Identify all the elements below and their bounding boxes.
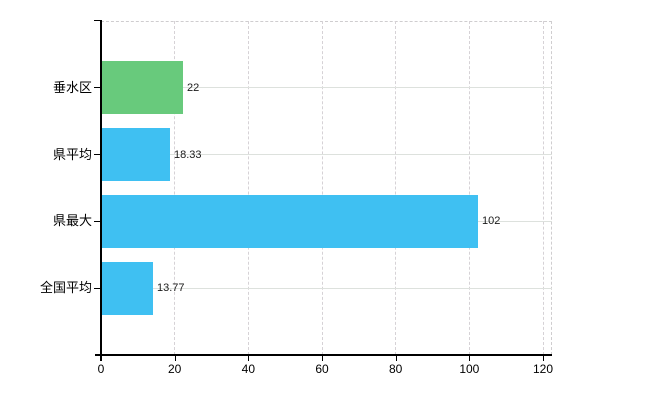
gridline-vertical [321, 21, 323, 355]
y-axis-category-label: 垂水区 [52, 79, 92, 95]
gridline-horizontal [101, 154, 552, 156]
gridline-vertical [468, 21, 470, 355]
gridline-vertical [247, 21, 249, 355]
y-axis-line [100, 20, 102, 361]
bar [102, 194, 478, 248]
y-axis-tick [94, 287, 101, 289]
gridline-vertical [395, 21, 397, 355]
plot-area [101, 21, 552, 355]
bar-value-label: 22 [187, 81, 200, 94]
gridline-vertical [542, 21, 544, 355]
x-axis-line [95, 354, 552, 356]
y-axis-tick [94, 220, 101, 222]
bar-value-label: 102 [482, 215, 501, 228]
gridline-horizontal [101, 87, 552, 89]
x-axis-tick [248, 356, 250, 361]
x-tick-label: 0 [97, 362, 105, 376]
y-axis-category-label: 県平均 [52, 146, 92, 162]
bar [102, 61, 183, 115]
bar [102, 128, 170, 182]
bar [102, 261, 153, 315]
y-axis-tick [94, 154, 101, 156]
x-tick-label: 60 [315, 362, 329, 376]
y-axis-tick [94, 87, 101, 89]
gridline-horizontal [101, 287, 552, 289]
x-tick-label: 100 [459, 362, 480, 376]
x-axis-tick [101, 356, 102, 361]
x-tick-label: 80 [388, 362, 403, 376]
y-axis-end-tick [94, 20, 101, 21]
x-tick-label: 40 [241, 362, 256, 376]
bar-value-label: 13.77 [157, 282, 185, 295]
x-axis-tick [543, 356, 544, 361]
x-axis-tick [174, 356, 176, 361]
x-tick-label: 20 [167, 362, 182, 376]
x-axis-tick [322, 356, 323, 361]
bar-value-label: 18.33 [174, 148, 202, 161]
x-axis-tick [395, 356, 397, 361]
gridline-vertical [174, 21, 176, 355]
x-axis-tick [469, 356, 471, 361]
y-axis-category-label: 全国平均 [39, 280, 92, 296]
x-tick-label: 120 [532, 362, 554, 376]
y-axis-category-label: 県最大 [52, 213, 92, 229]
